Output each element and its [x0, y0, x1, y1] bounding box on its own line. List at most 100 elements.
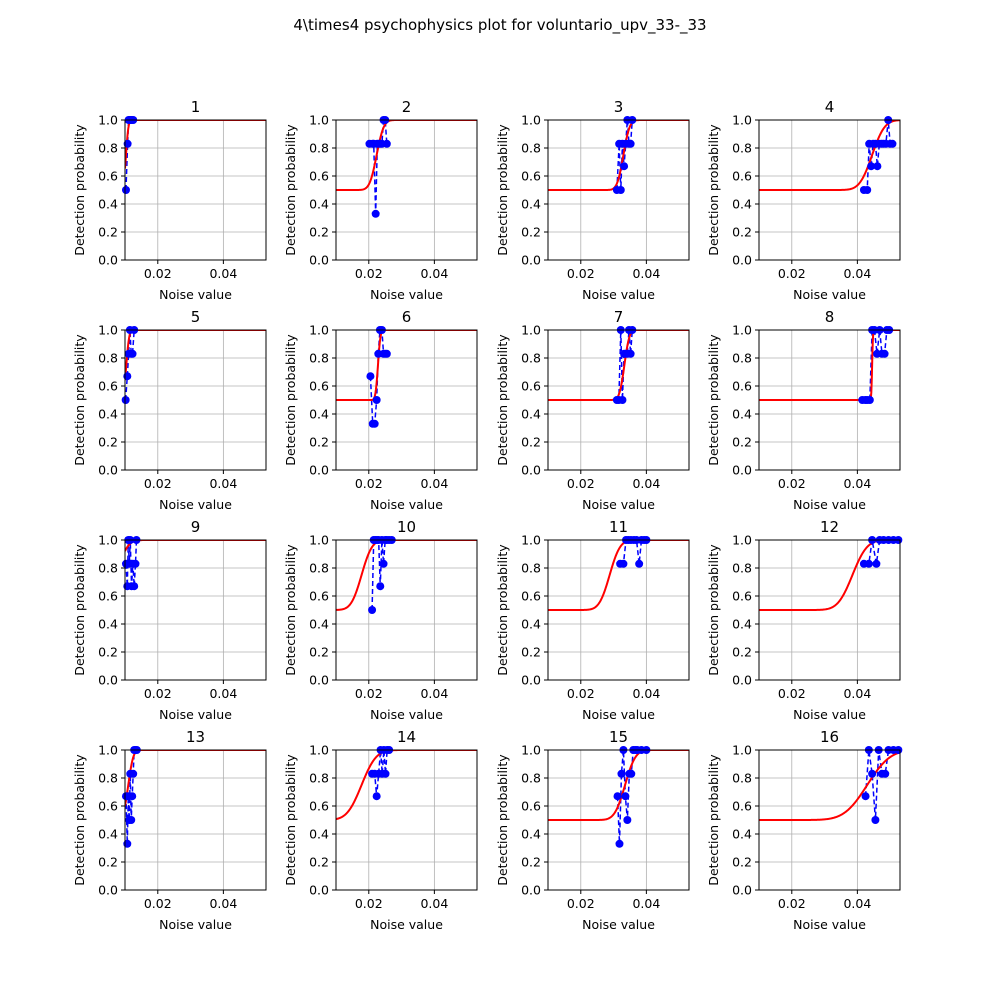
- axes-frame: [335, 329, 478, 471]
- y-axis-label: Detection probability: [283, 754, 298, 886]
- data-line: [863, 120, 893, 191]
- y-axis-label: Detection probability: [72, 124, 87, 256]
- y-tick-label: 0.4: [309, 827, 329, 842]
- axes-frame: [124, 539, 267, 681]
- y-tick-label: 0.6: [98, 379, 118, 394]
- axes-frame: [758, 119, 901, 261]
- plot-area: [759, 330, 900, 401]
- y-tick-label: 0.4: [309, 617, 329, 632]
- data-line: [616, 330, 634, 401]
- y-tick-label: 0.4: [732, 407, 752, 422]
- y-tick-label: 0.6: [98, 589, 118, 604]
- x-axis-label: Noise value: [159, 917, 232, 932]
- y-tick-label: 0.2: [521, 225, 541, 240]
- y-tick-label: 1.0: [98, 533, 118, 548]
- data-point: [872, 559, 881, 568]
- data-point: [127, 816, 136, 824]
- plot-area: [548, 330, 689, 401]
- data-point: [623, 816, 632, 824]
- plot-area: [125, 540, 266, 587]
- x-axis-label: Noise value: [793, 917, 866, 932]
- data-point: [615, 839, 624, 848]
- y-tick-label: 0.2: [309, 855, 329, 870]
- subplot-title: 3: [614, 98, 624, 116]
- y-tick-label: 0.0: [732, 883, 752, 898]
- y-tick-label: 1.0: [309, 113, 329, 128]
- x-tick-label: 0.04: [209, 476, 237, 491]
- data-point: [376, 582, 385, 591]
- plot-area: [336, 120, 477, 214]
- subplot-title: 15: [609, 728, 628, 746]
- y-tick-label: 0.2: [98, 225, 118, 240]
- x-axis-label: Noise value: [370, 287, 443, 302]
- y-tick-label: 0.6: [732, 799, 752, 814]
- y-tick-label: 0.8: [98, 561, 118, 576]
- y-axis-label: Detection probability: [706, 754, 721, 886]
- data-point: [861, 792, 870, 801]
- data-point: [613, 792, 622, 801]
- x-tick-label: 0.02: [567, 896, 595, 911]
- data-line: [371, 540, 392, 611]
- subplot-13: 0.0 0.2 0.4 0.6 0.8 1.0 0.02 0.04 Noise value Det…: [72, 728, 267, 932]
- y-tick-label: 0.0: [521, 463, 541, 478]
- data-line: [864, 750, 899, 821]
- subplot-title: 10: [397, 518, 416, 536]
- x-tick-label: 0.04: [632, 686, 660, 701]
- plot-area: [336, 750, 477, 821]
- y-axis-label: Detection probability: [283, 124, 298, 256]
- subplot-12: 0.0 0.2 0.4 0.6 0.8 1.0 0.02 0.04 Noise value Det…: [706, 518, 903, 722]
- y-tick-label: 0.8: [521, 561, 541, 576]
- data-point: [618, 396, 627, 404]
- y-tick-label: 0.0: [98, 463, 118, 478]
- axes-frame: [335, 119, 478, 261]
- y-tick-label: 0.8: [732, 561, 752, 576]
- y-tick-label: 0.6: [309, 169, 329, 184]
- y-tick-label: 0.0: [521, 253, 541, 268]
- y-tick-label: 1.0: [521, 533, 541, 548]
- subplot-7: 0.0 0.2 0.4 0.6 0.8 1.0 0.02 0.04 Noise value Det…: [495, 308, 690, 512]
- x-tick-label: 0.04: [843, 476, 871, 491]
- data-point: [881, 769, 890, 778]
- subplot-title: 1: [191, 98, 201, 116]
- fit-curve: [548, 540, 689, 611]
- axes-frame: [758, 329, 901, 471]
- x-axis-label: Noise value: [370, 707, 443, 722]
- subplot-title: 7: [614, 308, 624, 326]
- y-tick-label: 0.6: [521, 169, 541, 184]
- axes-frame: [124, 329, 267, 471]
- x-tick-label: 0.02: [778, 476, 806, 491]
- data-point: [381, 769, 390, 778]
- data-line: [372, 750, 390, 797]
- data-point: [131, 559, 140, 568]
- x-axis-label: Noise value: [793, 707, 866, 722]
- y-tick-label: 0.0: [732, 463, 752, 478]
- y-tick-label: 0.0: [521, 883, 541, 898]
- y-axis-label: Detection probability: [283, 544, 298, 676]
- subplot-15: 0.0 0.2 0.4 0.6 0.8 1.0 0.02 0.04 Noise value Det…: [495, 728, 690, 932]
- plot-area: [125, 120, 266, 191]
- plot-area: [759, 750, 900, 821]
- data-point: [621, 792, 630, 801]
- data-point: [864, 559, 873, 568]
- y-axis-label: Detection probability: [495, 334, 510, 466]
- x-tick-label: 0.02: [567, 686, 595, 701]
- axes-frame: [335, 539, 478, 681]
- y-tick-label: 1.0: [309, 743, 329, 758]
- axes-frame: [547, 119, 690, 261]
- subplot-title: 8: [825, 308, 835, 326]
- subplot-title: 6: [402, 308, 412, 326]
- x-tick-label: 0.02: [355, 896, 383, 911]
- y-tick-label: 0.0: [732, 673, 752, 688]
- fit-curve: [336, 330, 477, 401]
- subplot-1: 0.0 0.2 0.4 0.6 0.8 1.0 0.02 0.04 Noise value Det…: [72, 98, 267, 302]
- subplot-title: 13: [186, 728, 205, 746]
- y-tick-label: 1.0: [309, 323, 329, 338]
- data-point: [128, 792, 137, 801]
- data-point: [880, 349, 889, 358]
- x-tick-label: 0.04: [209, 266, 237, 281]
- data-point: [123, 839, 132, 848]
- axes-frame: [335, 749, 478, 891]
- y-tick-label: 1.0: [98, 323, 118, 338]
- y-tick-label: 0.0: [98, 883, 118, 898]
- data-point: [863, 186, 872, 194]
